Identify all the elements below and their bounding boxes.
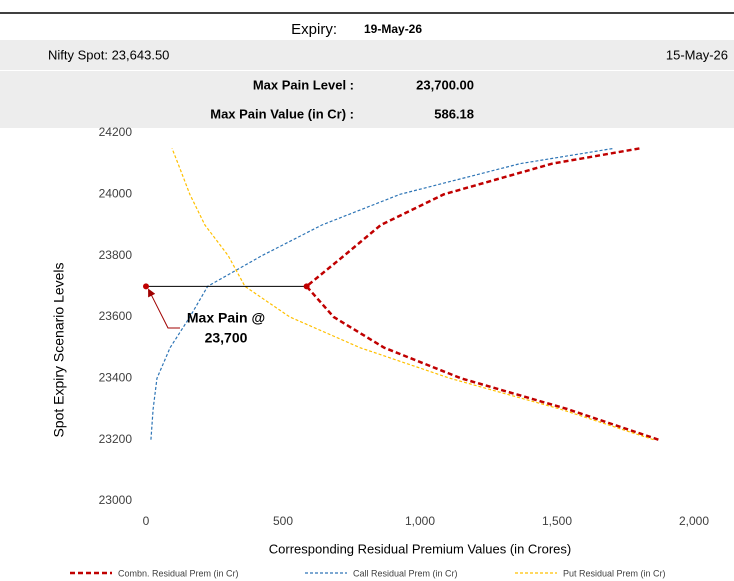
max-pain-level: 23,700.00	[416, 77, 474, 92]
legend-label: Combn. Residual Prem (in Cr)	[118, 568, 239, 578]
x-tick-label: 1,000	[405, 514, 435, 528]
header-date: 15-May-26	[666, 47, 728, 62]
series-line	[304, 147, 659, 441]
max-pain-dot	[303, 283, 310, 290]
y-tick-label: 23600	[99, 309, 133, 323]
y-tick-label: 23800	[99, 248, 133, 262]
x-axis-label: Corresponding Residual Premium Values (i…	[269, 541, 572, 556]
y-tick-label: 23400	[99, 371, 133, 385]
header-divider	[0, 70, 734, 71]
header-band	[0, 40, 734, 128]
expiry-date: 19-May-26	[364, 22, 422, 36]
annotation: 23,700	[205, 330, 248, 346]
spot: Nifty Spot: 23,643.50	[48, 47, 169, 62]
x-tick-label: 2,000	[679, 514, 709, 528]
max-pain-dot	[143, 283, 149, 290]
legend-label: Put Residual Prem (in Cr)	[563, 568, 666, 578]
annotation: Max Pain @	[187, 310, 265, 326]
series-line	[171, 148, 654, 441]
y-axis-label: Spot Expiry Scenario Levels	[51, 262, 67, 437]
x-tick-label: 1,500	[542, 514, 572, 528]
x-tick-label: 0	[143, 514, 150, 528]
max-pain-level-label: Max Pain Level :	[253, 77, 354, 92]
expiry-label: Expiry:	[291, 21, 337, 38]
y-tick-label: 24200	[99, 125, 133, 139]
series-line	[150, 147, 615, 440]
legend-label: Call Residual Prem (in Cr)	[353, 568, 458, 578]
y-tick-label: 23200	[99, 432, 133, 446]
max-pain-value: 586.18	[434, 106, 474, 121]
y-tick-label: 24000	[99, 187, 133, 201]
max-pain-value-label: Max Pain Value (in Cr) :	[210, 106, 354, 121]
annotation-arrow	[148, 288, 180, 329]
y-tick-label: 23000	[99, 493, 133, 507]
x-tick-label: 500	[273, 514, 293, 528]
